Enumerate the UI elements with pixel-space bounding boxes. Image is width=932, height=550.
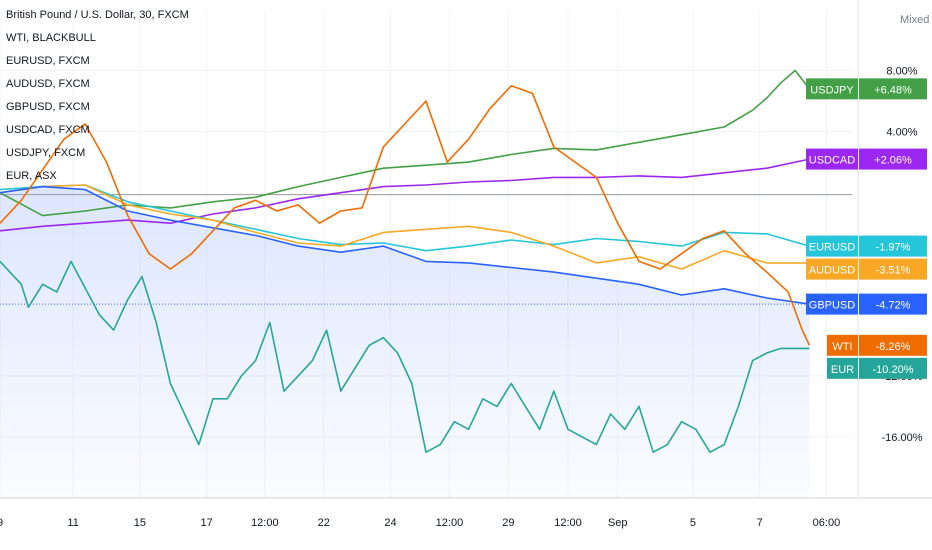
badge-symbol: USDCAD xyxy=(809,155,856,167)
badge-value-box xyxy=(859,357,927,379)
price-badges: USDJPY +6.48% USDCAD +2.06% EURUSD -1.97% AUDU… xyxy=(806,78,927,379)
series-line-eurusd xyxy=(0,184,810,252)
legend-entry[interactable]: USDCAD, FXCM xyxy=(6,124,90,136)
legend-entry[interactable]: AUDUSD, FXCM xyxy=(6,78,90,90)
x-tick-label: 12:00 xyxy=(251,517,279,529)
badge-value-box xyxy=(859,334,927,356)
gbpusd-area-fill xyxy=(0,186,810,498)
legend-entry[interactable]: EUR, ASX xyxy=(6,170,57,182)
badge-value: -8.26% xyxy=(876,341,911,353)
legend-entry[interactable]: USDJPY, FXCM xyxy=(6,147,86,159)
series-line-usdcad xyxy=(0,158,810,232)
badge-value: -4.72% xyxy=(876,300,911,312)
x-tick-label: 9 xyxy=(0,517,3,529)
scale-mode-label[interactable]: Mixed xyxy=(900,14,930,26)
x-tick-label: 24 xyxy=(384,517,396,529)
badge-symbol: EURUSD xyxy=(809,242,856,254)
badge-symbol-box xyxy=(806,258,858,280)
legend-entry[interactable]: EURUSD, FXCM xyxy=(6,55,90,67)
legend: British Pound / U.S. Dollar, 30, FXCM WT… xyxy=(6,9,189,188)
x-tick-label: 15 xyxy=(134,517,146,529)
badge-value-box xyxy=(859,258,927,280)
series-line-gbpusd xyxy=(0,185,810,305)
price-badge-gbpusd: GBPUSD -4.72% xyxy=(806,293,927,315)
badge-value: +6.48% xyxy=(874,84,912,96)
badge-symbol-box xyxy=(806,148,858,170)
badge-value: -10.20% xyxy=(873,364,914,376)
legend-entry[interactable]: GBPUSD, FXCM xyxy=(6,101,90,113)
x-tick-label: 7 xyxy=(757,517,763,529)
badge-symbol-box xyxy=(806,78,858,100)
x-tick-label: 06:00 xyxy=(813,517,841,529)
chart-title: British Pound / U.S. Dollar, 30, FXCM xyxy=(6,9,189,21)
badge-value: -3.51% xyxy=(876,265,911,277)
badge-value-box xyxy=(859,148,927,170)
legend-entry[interactable]: WTI, BLACKBULL xyxy=(6,32,96,44)
series-line-eur xyxy=(0,260,810,454)
y-tick-label: 8.00% xyxy=(886,66,917,78)
x-tick-label: 12:00 xyxy=(436,517,464,529)
series-line-audusd xyxy=(0,184,810,270)
price-badge-eurusd: EURUSD -1.97% xyxy=(806,235,927,257)
badge-symbol: USDJPY xyxy=(810,84,854,96)
badge-symbol-box xyxy=(806,293,858,315)
x-tick-label: 17 xyxy=(200,517,212,529)
series-lines xyxy=(0,69,811,454)
price-badge-usdjpy: USDJPY +6.48% xyxy=(806,78,927,100)
series-line-wti xyxy=(0,85,811,346)
price-badge-audusd: AUDUSD -3.51% xyxy=(806,258,927,280)
x-tick-label: 5 xyxy=(690,517,696,529)
badge-symbol: GBPUSD xyxy=(809,300,856,312)
x-tick-label: 11 xyxy=(67,517,78,529)
series-line-usdjpy xyxy=(0,69,811,217)
badge-value: -1.97% xyxy=(876,242,911,254)
badge-symbol-box xyxy=(827,334,858,356)
x-tick-label: Sep xyxy=(608,517,628,529)
price-badge-wti: WTI -8.26% xyxy=(827,334,927,356)
y-tick-label: -16.00% xyxy=(882,432,923,444)
badge-value: +2.06% xyxy=(874,155,912,167)
x-tick-label: 29 xyxy=(502,517,514,529)
badge-symbol-box xyxy=(806,235,858,257)
x-tick-label: 22 xyxy=(318,517,330,529)
price-badge-usdcad: USDCAD +2.06% xyxy=(806,148,927,170)
badge-value-box xyxy=(859,293,927,315)
badge-symbol: EUR xyxy=(831,364,854,376)
badge-value-box xyxy=(859,78,927,100)
price-badge-eur: EUR -10.20% xyxy=(827,357,927,379)
y-tick-label: 4.00% xyxy=(886,127,917,139)
badge-symbol: WTI xyxy=(832,341,852,353)
x-axis: 9 11 15 17 12:00 22 24 12:00 29 12:00 Sep 5 7 06:00 xyxy=(0,517,840,529)
x-tick-label: 12:00 xyxy=(554,517,582,529)
badge-symbol-box xyxy=(827,357,858,379)
badge-value-box xyxy=(859,235,927,257)
badge-symbol: AUDUSD xyxy=(809,265,856,277)
